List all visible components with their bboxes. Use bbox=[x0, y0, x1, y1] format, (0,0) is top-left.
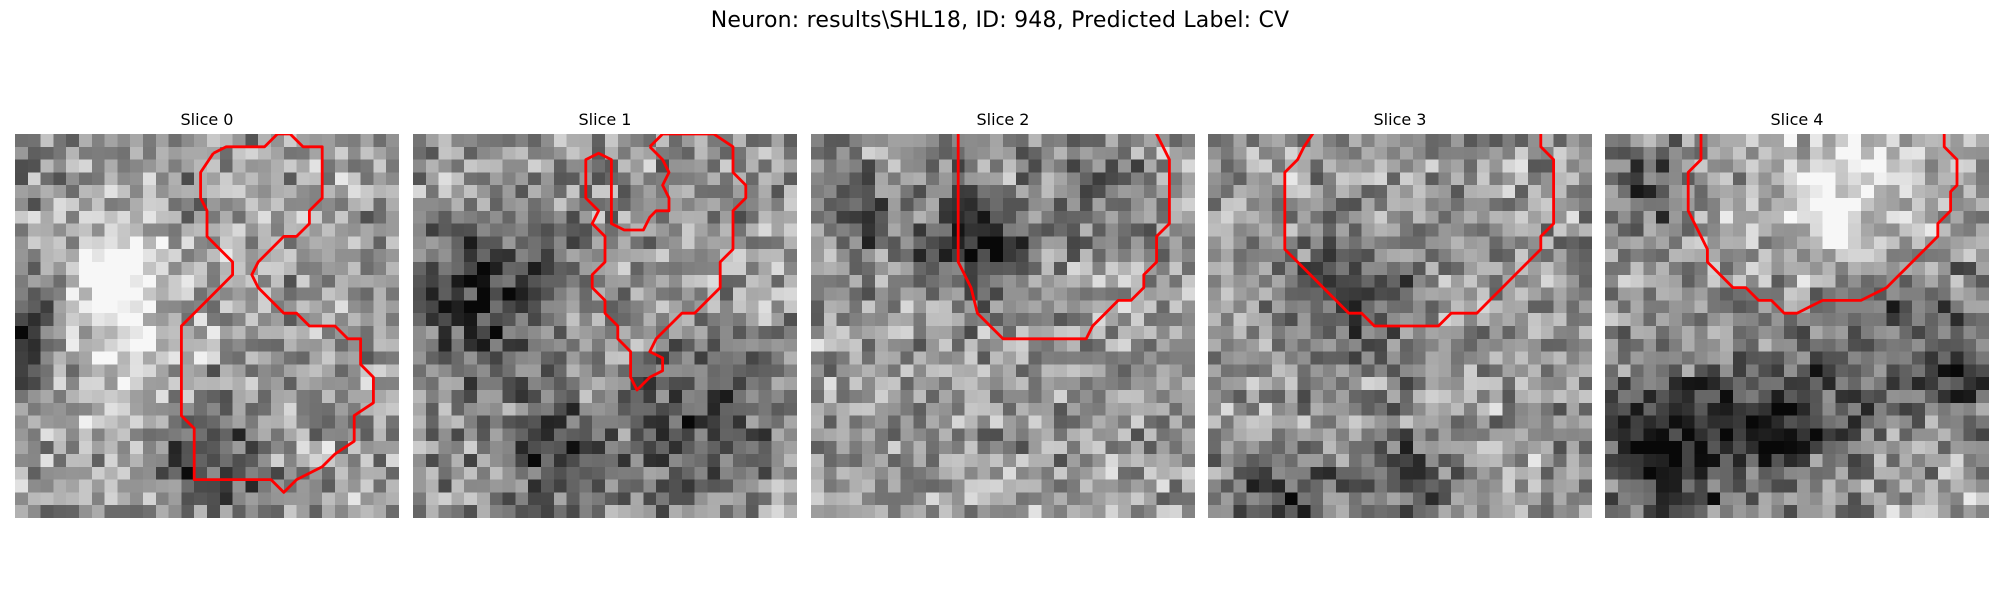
segmentation-contour-1 bbox=[584, 134, 748, 392]
slice-image-2 bbox=[811, 134, 1195, 518]
slice-title-2: Slice 2 bbox=[976, 110, 1030, 129]
segmentation-contour-4 bbox=[1686, 134, 1959, 315]
slice-image-0 bbox=[15, 134, 399, 518]
slice-title-3: Slice 3 bbox=[1373, 110, 1427, 129]
slice-title-4: Slice 4 bbox=[1770, 110, 1824, 129]
slice-image-4 bbox=[1605, 134, 1989, 518]
segmentation-contour-2 bbox=[956, 134, 1171, 341]
slice-title-1: Slice 1 bbox=[578, 110, 632, 129]
figure-title: Neuron: results\SHL18, ID: 948, Predicte… bbox=[710, 8, 1290, 33]
slice-title-0: Slice 0 bbox=[180, 110, 234, 129]
slice-image-1 bbox=[413, 134, 797, 518]
segmentation-contour-0 bbox=[179, 134, 375, 494]
slice-image-3 bbox=[1208, 134, 1592, 518]
segmentation-contour-3 bbox=[1283, 134, 1556, 328]
